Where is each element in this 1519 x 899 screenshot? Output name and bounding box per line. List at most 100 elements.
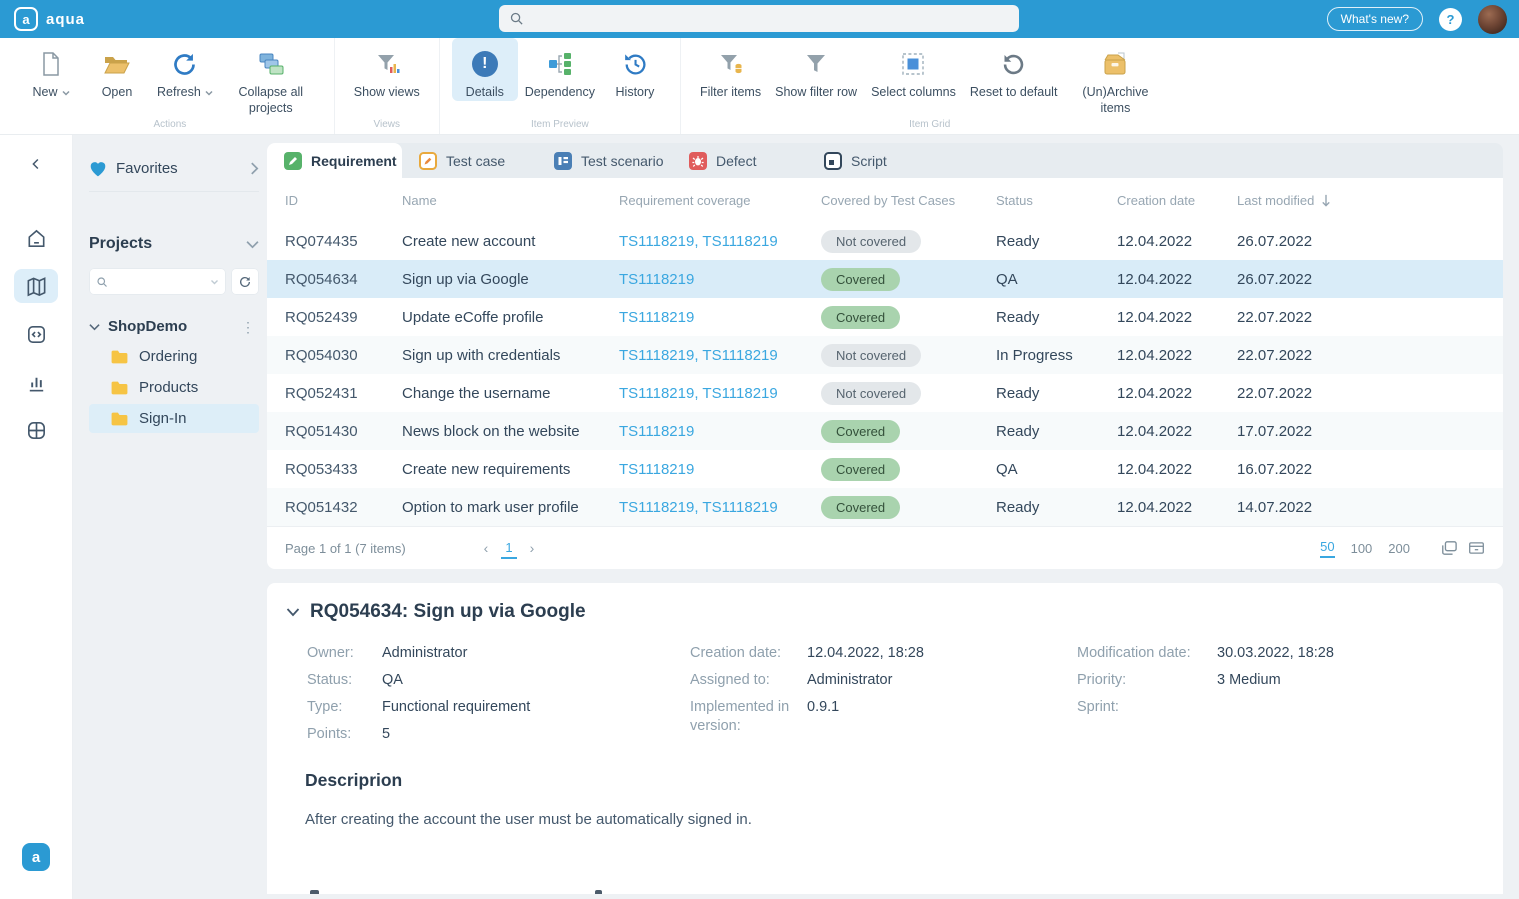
table-row[interactable]: RQ051432 Option to mark user profile TS1…	[267, 488, 1503, 526]
copy-pages-icon[interactable]	[1440, 540, 1458, 556]
table-row[interactable]: RQ074435 Create new account TS1118219, T…	[267, 222, 1503, 260]
folder-icon	[110, 349, 129, 365]
archive-view-icon[interactable]	[1468, 540, 1485, 556]
coverage-links[interactable]: TS1118219, TS1118219	[619, 385, 778, 402]
column-header-name[interactable]: Name	[402, 193, 619, 208]
rail-item-home[interactable]	[14, 221, 58, 255]
row-status: Ready	[996, 423, 1117, 440]
page-size-100[interactable]: 100	[1351, 541, 1373, 556]
coverage-links[interactable]: TS1118219	[619, 271, 694, 288]
table-row[interactable]: RQ052431 Change the username TS1118219, …	[267, 374, 1503, 412]
tab-test-case[interactable]: Test case	[402, 143, 537, 178]
table-row-selected[interactable]: RQ054634 Sign up via Google TS1118219 Co…	[267, 260, 1503, 298]
tab-test-scenario[interactable]: Test scenario	[537, 143, 672, 178]
tab-defect[interactable]: Defect	[672, 143, 807, 178]
field-value: Administrator	[382, 644, 467, 663]
show-filter-row-button[interactable]: Show filter row	[768, 38, 864, 101]
new-document-icon	[39, 50, 63, 78]
chevron-right-icon	[250, 162, 259, 175]
refresh-button[interactable]: Refresh	[150, 38, 220, 101]
main-content: Requirement Test case Test scenario Defe…	[267, 143, 1503, 894]
coverage-links[interactable]: TS1118219, TS1118219	[619, 499, 778, 516]
column-header-created[interactable]: Creation date	[1117, 193, 1237, 208]
open-button[interactable]: Open	[84, 38, 150, 101]
kebab-menu-icon[interactable]: ⋮	[237, 320, 259, 334]
avatar[interactable]	[1478, 5, 1507, 34]
page-number[interactable]: 1	[501, 538, 516, 559]
projects-search[interactable]	[89, 268, 226, 295]
table-row[interactable]: RQ052439 Update eCoffe profile TS1118219…	[267, 298, 1503, 336]
toolbar-group-actions: New Open Refresh Collapse	[6, 38, 335, 134]
projects-refresh-button[interactable]	[231, 268, 259, 295]
row-id: RQ074435	[285, 233, 402, 250]
tab-requirement[interactable]: Requirement	[267, 143, 402, 178]
rail-item-dashboard[interactable]	[14, 413, 58, 447]
field-value: Functional requirement	[382, 698, 530, 717]
dependency-button[interactable]: Dependency	[518, 38, 602, 101]
side-panel: Favorites Projects ShopDemo ⋮	[72, 135, 267, 899]
rail-item-projects[interactable]	[14, 269, 58, 303]
favorites-section[interactable]: Favorites	[89, 160, 259, 177]
projects-section-header[interactable]: Projects	[89, 235, 259, 253]
rail-item-scripts[interactable]	[14, 317, 58, 351]
tree-node-sign-in[interactable]: Sign-In	[89, 404, 259, 433]
tree-node-label: ShopDemo	[108, 318, 229, 335]
coverage-links[interactable]: TS1118219	[619, 461, 694, 478]
table-row[interactable]: RQ053433 Create new requirements TS11182…	[267, 450, 1503, 488]
coverage-links[interactable]: TS1118219, TS1118219	[619, 347, 778, 364]
whats-new-button[interactable]: What's new?	[1327, 7, 1423, 31]
coverage-links[interactable]: TS1118219, TS1118219	[619, 233, 778, 250]
row-created: 12.04.2022	[1117, 423, 1237, 440]
page-size-50[interactable]: 50	[1320, 539, 1334, 558]
filter-items-button[interactable]: Filter items	[693, 38, 768, 101]
row-name: Sign up via Google	[402, 271, 619, 288]
reset-to-default-button[interactable]: Reset to default	[963, 38, 1065, 101]
tree-node-products[interactable]: Products	[89, 373, 259, 402]
details-button[interactable]: ! Details	[452, 38, 518, 101]
global-search[interactable]	[499, 5, 1019, 32]
coverage-badge: Not covered	[821, 230, 921, 253]
table-body: RQ074435 Create new account TS1118219, T…	[267, 222, 1503, 526]
next-page-button[interactable]: ›	[530, 540, 535, 556]
collapse-panel-icon[interactable]	[27, 155, 45, 173]
new-button[interactable]: New	[18, 38, 84, 101]
refresh-icon	[171, 50, 198, 78]
search-icon	[509, 11, 524, 26]
field-value: 12.04.2022, 18:28	[807, 644, 924, 663]
collapse-all-projects-button[interactable]: Collapse all projects	[220, 38, 322, 116]
table-row[interactable]: RQ051430 News block on the website TS111…	[267, 412, 1503, 450]
refresh-icon	[238, 275, 252, 289]
column-header-modified[interactable]: Last modified	[1237, 193, 1503, 208]
projects-search-input[interactable]	[113, 274, 205, 290]
rail-item-reports[interactable]	[14, 365, 58, 399]
coverage-links[interactable]: TS1118219	[619, 423, 694, 440]
chevron-down-icon	[246, 240, 259, 249]
tree-node-shopdemo[interactable]: ShopDemo ⋮	[89, 313, 259, 340]
row-id: RQ054634	[285, 271, 402, 288]
collapse-detail-icon[interactable]	[286, 607, 300, 617]
row-name: Create new requirements	[402, 461, 619, 478]
show-views-button[interactable]: Show views	[347, 38, 427, 101]
column-header-id[interactable]: ID	[285, 193, 402, 208]
toolbar-group-label: Actions	[6, 119, 334, 130]
coverage-links[interactable]: TS1118219	[619, 309, 694, 326]
table-row[interactable]: RQ054030 Sign up with credentials TS1118…	[267, 336, 1503, 374]
tree-node-ordering[interactable]: Ordering	[89, 342, 259, 371]
column-header-coverage[interactable]: Requirement coverage	[619, 193, 821, 208]
tab-label: Script	[851, 153, 887, 169]
toolbar-group-label: Views	[335, 119, 439, 130]
page-size-200[interactable]: 200	[1388, 541, 1410, 556]
nav-rail: a	[0, 135, 73, 899]
column-header-status[interactable]: Status	[996, 193, 1117, 208]
help-button[interactable]: ?	[1439, 8, 1462, 31]
column-header-covered[interactable]: Covered by Test Cases	[821, 193, 996, 208]
select-columns-button[interactable]: Select columns	[864, 38, 963, 101]
tab-script[interactable]: Script	[807, 143, 942, 178]
history-button[interactable]: History	[602, 38, 668, 101]
row-id: RQ052439	[285, 309, 402, 326]
unarchive-items-button[interactable]: (Un)Archive items	[1064, 38, 1166, 116]
row-created: 12.04.2022	[1117, 499, 1237, 516]
search-input[interactable]	[532, 10, 1009, 27]
description-text: After creating the account the user must…	[305, 811, 1503, 828]
prev-page-button[interactable]: ‹	[484, 540, 489, 556]
